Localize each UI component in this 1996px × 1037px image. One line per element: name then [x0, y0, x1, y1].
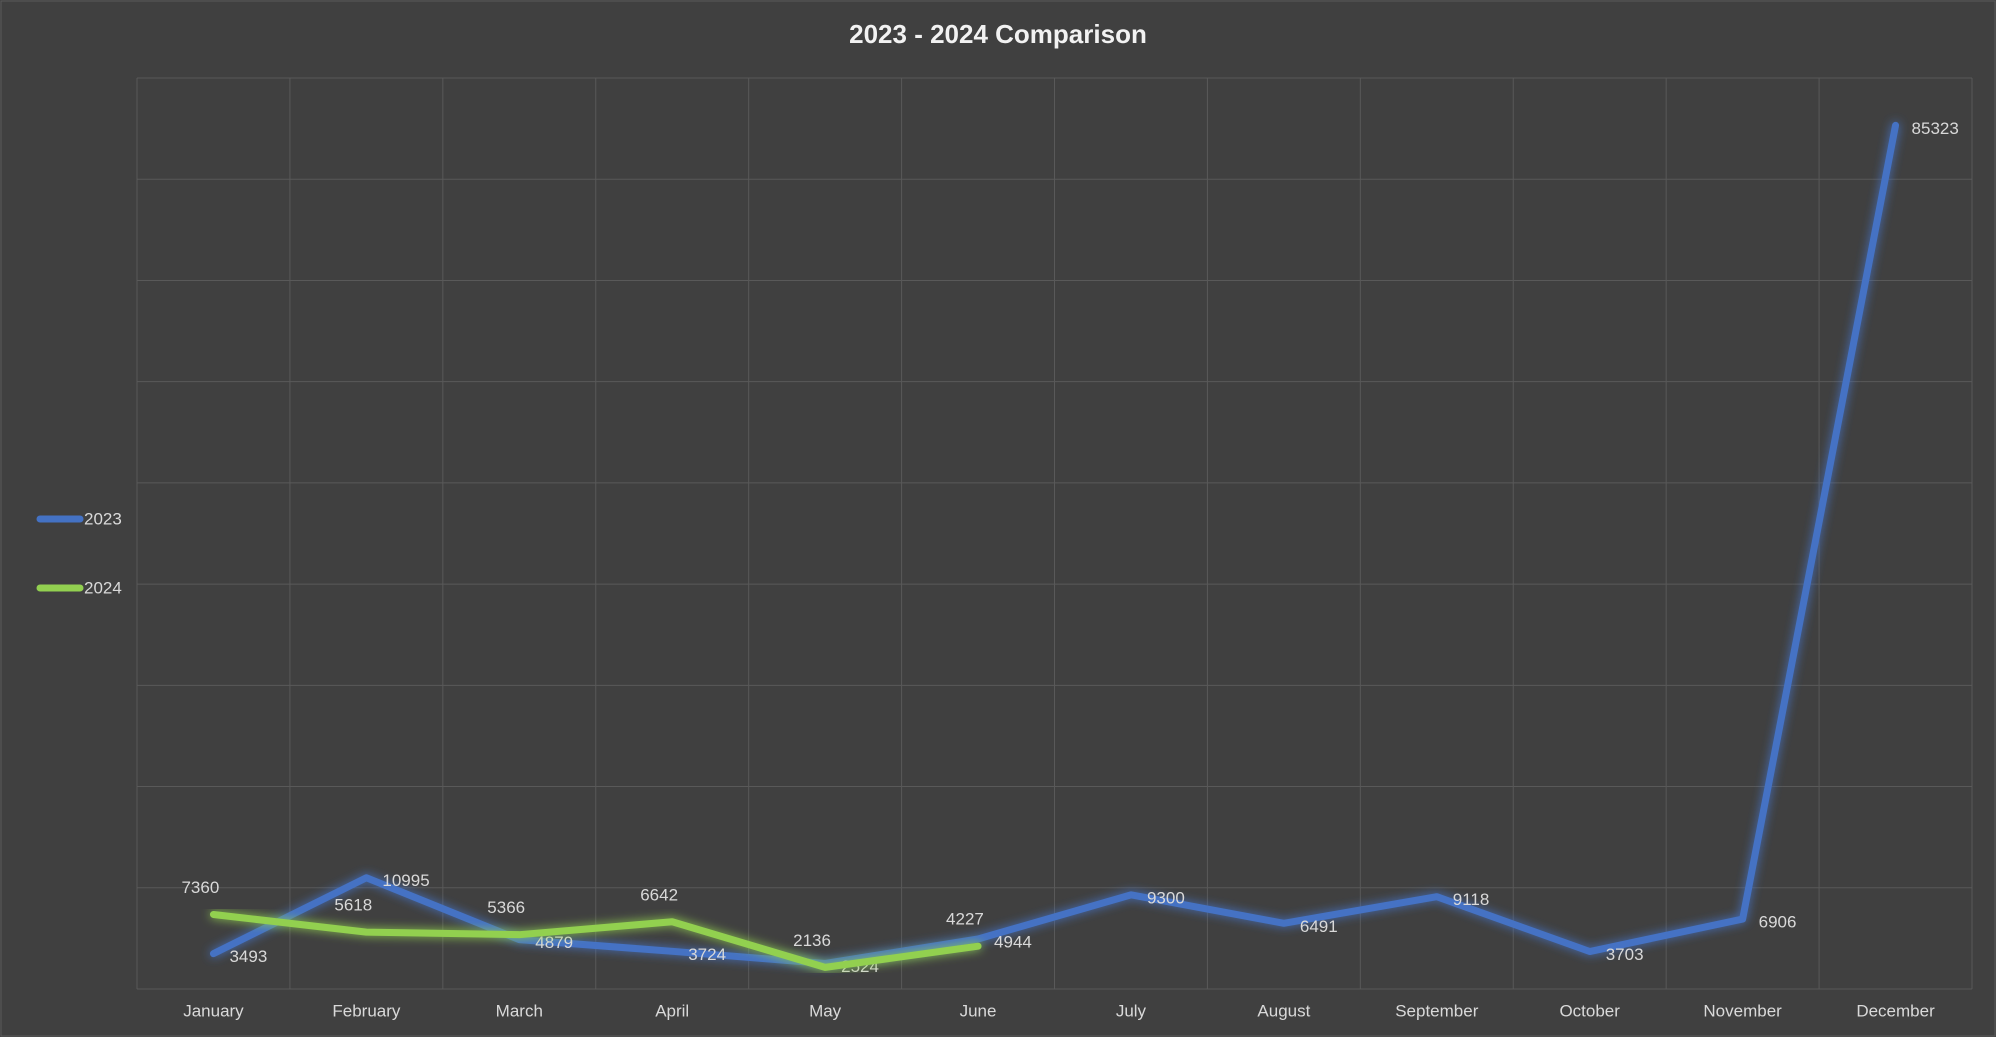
data-label: 4227	[946, 910, 984, 929]
x-tick-label: August	[1257, 1001, 1310, 1020]
data-label: 3703	[1606, 945, 1644, 964]
data-label: 6906	[1759, 913, 1797, 932]
x-tick-label: February	[332, 1001, 401, 1020]
x-tick-label: November	[1703, 1001, 1782, 1020]
x-tick-label: April	[655, 1001, 689, 1020]
x-tick-label: September	[1395, 1001, 1478, 1020]
x-tick-label: May	[809, 1001, 842, 1020]
series-line	[209, 121, 1900, 967]
legend-label: 2023	[84, 509, 122, 528]
x-tick-label: June	[960, 1001, 997, 1020]
x-tick-label: December	[1856, 1001, 1935, 1020]
data-label: 5618	[334, 896, 372, 915]
data-label: 85323	[1912, 119, 1959, 138]
chart-title: 2023 - 2024 Comparison	[849, 19, 1147, 49]
x-tick-label: March	[496, 1001, 543, 1020]
data-label: 3724	[688, 945, 726, 964]
x-tick-label: July	[1116, 1001, 1147, 1020]
x-tick-label: January	[183, 1001, 244, 1020]
data-label: 6642	[640, 885, 678, 904]
data-label: 2136	[793, 931, 831, 950]
data-label: 3493	[229, 947, 267, 966]
data-label: 10995	[382, 871, 429, 890]
data-label: 9118	[1453, 890, 1490, 909]
x-tick-label: October	[1559, 1001, 1620, 1020]
data-label: 5366	[487, 898, 525, 917]
data-label: 4944	[994, 932, 1032, 951]
legend-label: 2024	[84, 578, 122, 597]
data-label: 7360	[181, 878, 219, 897]
data-label: 9300	[1147, 888, 1185, 907]
data-label: 6491	[1300, 917, 1338, 936]
data-label: 4879	[535, 933, 573, 952]
series-line	[209, 911, 982, 971]
